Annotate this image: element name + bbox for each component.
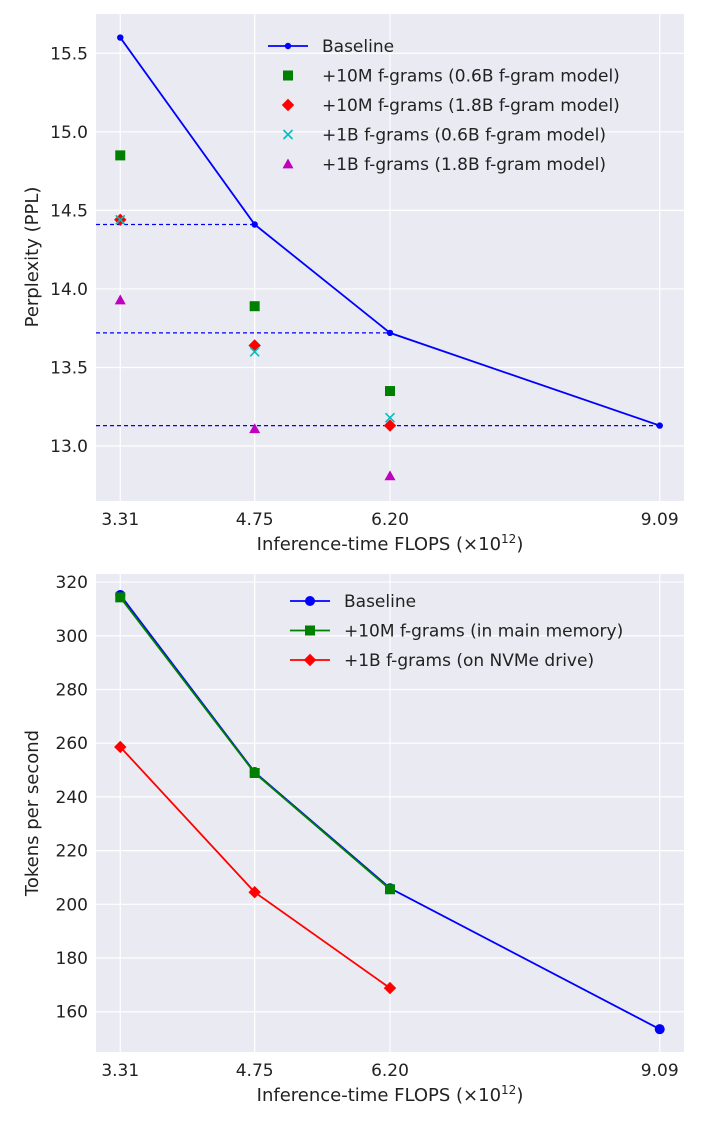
data-point xyxy=(383,981,397,995)
series-10m-f-grams-0-6b-f-gram-model xyxy=(115,150,395,397)
x-tick-label: 9.09 xyxy=(641,1061,679,1081)
series-baseline xyxy=(117,34,663,429)
data-point xyxy=(384,412,396,423)
legend: Baseline +10M f-grams (in main memory) +1B… xyxy=(290,592,623,671)
legend-label: Baseline xyxy=(344,592,416,612)
data-point xyxy=(249,767,260,778)
grid xyxy=(96,14,684,501)
x-tick-label: 4.75 xyxy=(236,510,274,530)
y-tick-label: 14.5 xyxy=(50,201,88,221)
data-point xyxy=(654,1024,665,1035)
series-1b-f-grams-on-nvme-drive xyxy=(114,740,397,995)
legend-item-10m-f-grams-1-8b-f-gram-model: +10M f-grams (1.8B f-gram model) xyxy=(281,96,620,116)
y-tick-label: 260 xyxy=(56,734,88,754)
data-point xyxy=(249,301,260,312)
x-tick-label: 4.75 xyxy=(236,1061,274,1081)
y-axis-label: Perplexity (PPL) xyxy=(22,187,43,328)
legend-item-1b-f-grams-on-nvme-drive: +1B f-grams (on NVMe drive) xyxy=(290,651,594,671)
legend-label: +1B f-grams (0.6B f-gram model) xyxy=(322,126,606,146)
series-1b-f-grams-0-6b-f-gram-model xyxy=(115,214,396,423)
y-tick-label: 14.0 xyxy=(50,280,88,300)
x-tick-label: 6.20 xyxy=(371,510,409,530)
legend-marker xyxy=(283,70,293,81)
data-point xyxy=(117,34,124,41)
y-tick-label: 15.0 xyxy=(50,123,88,143)
x-axis-label: Inference-time FLOPS (×1012) xyxy=(257,532,524,555)
legend-item-1b-f-grams-0-6b-f-gram-model: +1B f-grams (0.6B f-gram model) xyxy=(282,126,606,146)
y-tick-label: 220 xyxy=(56,842,88,862)
x-axis-label: Inference-time FLOPS (×1012) xyxy=(257,1083,524,1106)
y-tick-label: 300 xyxy=(56,627,88,647)
data-point xyxy=(385,386,395,397)
y-tick-label: 240 xyxy=(56,788,88,808)
x-tick-label: 3.31 xyxy=(101,510,139,530)
data-point xyxy=(384,470,396,481)
series-1b-f-grams-1-8b-f-gram-model xyxy=(114,294,396,481)
series-layer xyxy=(114,34,663,481)
data-point xyxy=(114,294,126,305)
legend-item-1b-f-grams-1-8b-f-gram-model: +1B f-grams (1.8B f-gram model) xyxy=(282,155,606,175)
legend-label: +10M f-grams (0.6B f-gram model) xyxy=(322,67,620,87)
data-point xyxy=(115,214,126,225)
legend-label: +10M f-grams (1.8B f-gram model) xyxy=(322,96,620,116)
legend-label: +1B f-grams (on NVMe drive) xyxy=(344,651,594,671)
series-layer xyxy=(114,589,665,1035)
y-tick-label: 15.5 xyxy=(50,44,88,64)
y-tick-label: 180 xyxy=(56,949,88,969)
legend-marker xyxy=(282,129,294,140)
y-tick-label: 13.0 xyxy=(50,437,88,457)
data-point xyxy=(114,740,127,754)
y-tick-label: 280 xyxy=(56,680,88,700)
data-point xyxy=(249,346,260,357)
data-point xyxy=(248,886,261,899)
reference-lines xyxy=(96,223,660,427)
x-tick-label: 9.09 xyxy=(641,510,679,530)
y-tick-label: 320 xyxy=(56,573,88,593)
series-10m-f-grams-in-main-memory xyxy=(115,592,395,895)
y-tick-labels: 160 180 200 220 240 260 280 300 320 xyxy=(56,573,88,1023)
grid xyxy=(96,574,684,1052)
x-tick-labels: 3.31 4.75 6.20 9.09 xyxy=(101,1061,678,1081)
y-tick-label: 13.5 xyxy=(50,358,88,378)
legend-item-10m-f-grams-0-6b-f-gram-model: +10M f-grams (0.6B f-gram model) xyxy=(283,67,620,87)
legend-label: +1B f-grams (1.8B f-gram model) xyxy=(322,155,606,175)
data-point xyxy=(385,884,395,895)
legend-label: +10M f-grams (in main memory) xyxy=(344,622,623,642)
throughput-chart: 160 180 200 220 240 260 280 300 320 3.31 4.75 6.20… xyxy=(22,573,684,1106)
perplexity-chart: 13.0 13.5 14.0 14.5 15.0 15.5 3.31 4.75 6.20 9.0… xyxy=(22,14,684,555)
data-point xyxy=(383,419,397,432)
legend-marker xyxy=(281,98,295,112)
legend-marker xyxy=(282,158,294,169)
x-tick-labels: 3.31 4.75 6.20 9.09 xyxy=(101,510,678,530)
legend-marker xyxy=(284,42,292,50)
legend-item-baseline: Baseline xyxy=(290,592,416,612)
y-axis-label: Tokens per second xyxy=(22,730,43,897)
legend-label: Baseline xyxy=(322,37,394,57)
y-tick-labels: 13.0 13.5 14.0 14.5 15.0 15.5 xyxy=(50,44,88,457)
legend-marker xyxy=(305,596,315,606)
legend: Baseline +10M f-grams (0.6B f-gram model)… xyxy=(268,37,620,175)
data-point xyxy=(249,423,261,434)
x-tick-label: 6.20 xyxy=(371,1061,409,1081)
y-tick-label: 160 xyxy=(56,1003,88,1023)
legend-marker xyxy=(305,625,315,636)
legend-marker xyxy=(303,653,317,667)
data-point xyxy=(115,150,126,161)
legend-item-10m-f-grams-in-main-memory: +10M f-grams (in main memory) xyxy=(290,622,623,642)
legend-item-baseline: Baseline xyxy=(268,37,394,57)
x-tick-label: 3.31 xyxy=(101,1061,139,1081)
data-point xyxy=(656,422,663,429)
data-point xyxy=(251,221,258,228)
y-tick-label: 200 xyxy=(56,895,88,915)
data-point xyxy=(386,329,394,337)
series-line xyxy=(119,37,661,427)
data-point xyxy=(115,592,126,603)
